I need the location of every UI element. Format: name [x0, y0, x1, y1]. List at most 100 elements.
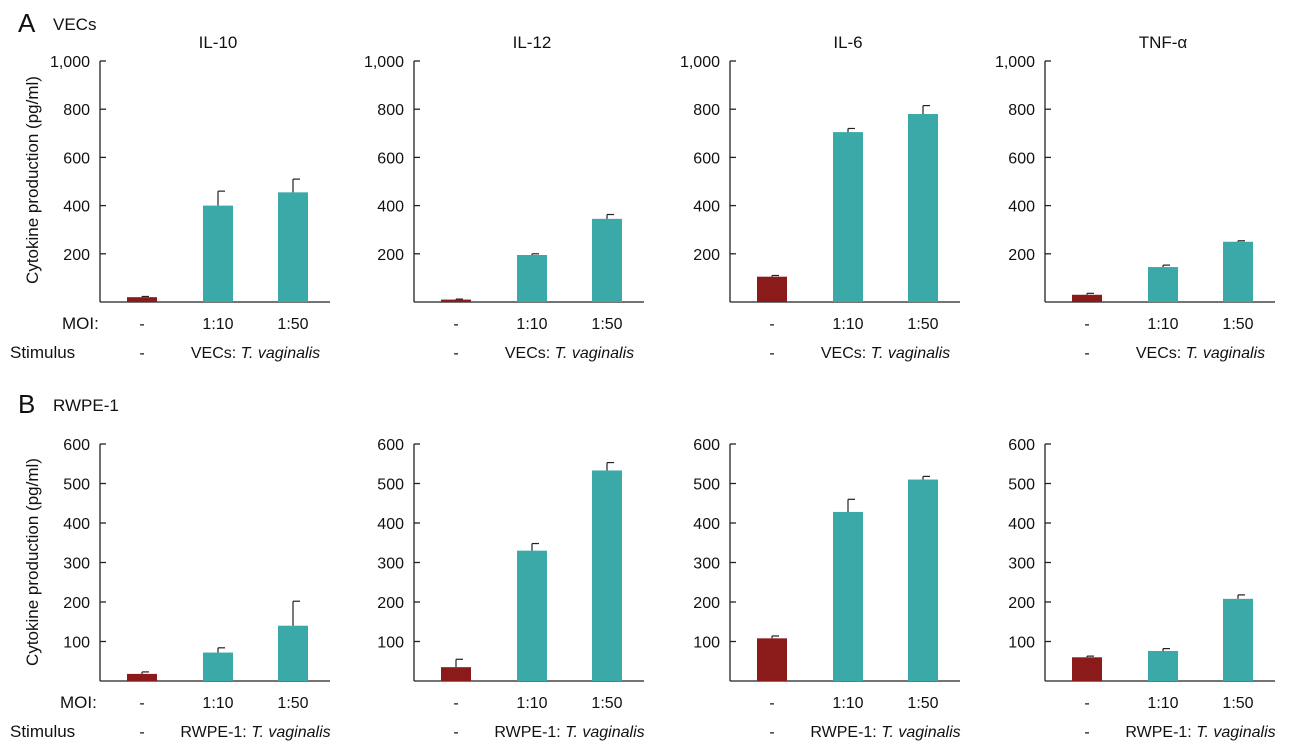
y-tick-label: 200 — [1008, 595, 1035, 612]
moi-label: - — [1084, 695, 1089, 712]
y-tick-label: 400 — [693, 199, 720, 216]
y-tick-label: 300 — [1008, 556, 1035, 573]
y-tick-label: 500 — [377, 477, 404, 494]
y-tick-label: 300 — [693, 556, 720, 573]
stimulus-none-label: - — [139, 724, 144, 741]
moi-label: - — [453, 695, 458, 712]
bar-moi-1-50 — [908, 479, 938, 681]
stimulus-none-label: - — [1084, 345, 1089, 362]
y-tick-label: 600 — [1008, 437, 1035, 454]
bar-moi-1-10 — [1148, 267, 1178, 302]
y-tick-label: 400 — [377, 516, 404, 533]
y-tick-label: 500 — [63, 477, 90, 494]
y-tick-label: 800 — [377, 102, 404, 119]
y-tick-label: 800 — [693, 102, 720, 119]
stimulus-none-label: - — [769, 724, 774, 741]
y-tick-label: 100 — [1008, 635, 1035, 652]
y-tick-label: 1,000 — [680, 54, 720, 71]
y-tick-label: 1,000 — [50, 54, 90, 71]
moi-row-label-b: MOI: — [60, 693, 97, 712]
moi-label: 1:10 — [832, 316, 863, 333]
stimulus-parasite-label: T. vaginalis — [565, 724, 644, 741]
stimulus-parasite-label: T. vaginalis — [251, 724, 330, 741]
bar-control — [1072, 657, 1102, 681]
stimulus-label: VECs: T. vaginalis — [1136, 345, 1265, 362]
moi-label: 1:50 — [1222, 695, 1253, 712]
bar-moi-1-10 — [517, 550, 547, 681]
bar-moi-1-10 — [517, 255, 547, 302]
chart-b-4: 100 200 300 400 500 600 - 1:10 1:50 - RWPE-1: T. v… — [1008, 437, 1275, 741]
bar-control — [441, 667, 471, 681]
stimulus-none-label: - — [769, 345, 774, 362]
y-tick-label: 100 — [377, 635, 404, 652]
stimulus-host-label: VECs: — [821, 345, 871, 362]
bar-moi-1-50 — [278, 192, 308, 302]
stimulus-host-label: VECs: — [191, 345, 241, 362]
stimulus-none-label: - — [139, 345, 144, 362]
stimulus-parasite-label: T. vaginalis — [1196, 724, 1275, 741]
bar-moi-1-10 — [833, 511, 863, 681]
moi-label: 1:10 — [202, 316, 233, 333]
stimulus-label: VECs: T. vaginalis — [821, 345, 950, 362]
y-axis-label-b: Cytokine production (pg/ml) — [23, 458, 42, 666]
panel-a-letter: A — [18, 8, 36, 38]
moi-label: - — [769, 316, 774, 333]
bar-moi-1-10 — [1148, 650, 1178, 681]
moi-label: 1:10 — [832, 695, 863, 712]
stimulus-none-label: - — [1084, 724, 1089, 741]
y-tick-label: 500 — [1008, 477, 1035, 494]
stimulus-row-label-a: Stimulus — [10, 343, 75, 362]
moi-label: - — [139, 316, 144, 333]
stimulus-host-label: RWPE-1: — [810, 724, 881, 741]
bar-control — [127, 297, 157, 302]
stimulus-host-label: RWPE-1: — [180, 724, 251, 741]
y-tick-label: 300 — [63, 556, 90, 573]
y-tick-label: 500 — [693, 477, 720, 494]
y-tick-label: 100 — [693, 635, 720, 652]
moi-label: - — [139, 695, 144, 712]
y-tick-label: 400 — [63, 199, 90, 216]
panel-a-subtitle: VECs — [53, 15, 96, 34]
moi-label: 1:50 — [591, 695, 622, 712]
y-tick-label: 200 — [1008, 247, 1035, 264]
y-tick-label: 400 — [1008, 199, 1035, 216]
stimulus-label: RWPE-1: T. vaginalis — [180, 724, 330, 741]
stimulus-label: VECs: T. vaginalis — [505, 345, 634, 362]
charts-group: IL-10 200 400 600 800 1,000 - 1:10 1:50 - VECs: T.… — [50, 33, 1276, 741]
bar-moi-1-10 — [833, 132, 863, 302]
y-tick-label: 200 — [377, 595, 404, 612]
stimulus-label: RWPE-1: T. vaginalis — [494, 724, 644, 741]
chart-a-3: IL-6 200 400 600 800 1,000 - 1:10 1:50 - VECs: T. … — [680, 33, 960, 362]
stimulus-parasite-label: T. vaginalis — [881, 724, 960, 741]
y-tick-label: 400 — [377, 199, 404, 216]
moi-label: - — [769, 695, 774, 712]
chart-title: IL-6 — [833, 33, 862, 52]
y-tick-label: 600 — [63, 437, 90, 454]
stimulus-host-label: RWPE-1: — [494, 724, 565, 741]
y-tick-label: 300 — [377, 556, 404, 573]
y-tick-label: 600 — [377, 437, 404, 454]
bar-moi-1-50 — [592, 470, 622, 681]
stimulus-parasite-label: T. vaginalis — [241, 345, 320, 362]
bar-moi-1-50 — [908, 114, 938, 303]
stimulus-parasite-label: T. vaginalis — [1186, 345, 1265, 362]
y-tick-label: 1,000 — [995, 54, 1035, 71]
moi-label: 1:10 — [1147, 316, 1178, 333]
chart-title: TNF-α — [1139, 33, 1188, 52]
moi-label: 1:50 — [277, 316, 308, 333]
chart-title: IL-12 — [513, 33, 552, 52]
y-tick-label: 400 — [1008, 516, 1035, 533]
chart-b-3: 100 200 300 400 500 600 - 1:10 1:50 - RWPE-1: T. v… — [693, 437, 960, 741]
chart-b-1: 100 200 300 400 500 600 - 1:10 1:50 - RWPE-1: T. v… — [63, 437, 330, 741]
bar-moi-1-10 — [203, 652, 233, 681]
bar-moi-1-10 — [203, 205, 233, 302]
bar-moi-1-50 — [1223, 598, 1253, 681]
stimulus-label: RWPE-1: T. vaginalis — [810, 724, 960, 741]
bar-control — [757, 276, 787, 302]
bar-control — [757, 638, 787, 681]
chart-title: IL-10 — [199, 33, 238, 52]
y-tick-label: 1,000 — [364, 54, 404, 71]
moi-row-label-a: MOI: — [62, 314, 99, 333]
moi-label: 1:50 — [277, 695, 308, 712]
